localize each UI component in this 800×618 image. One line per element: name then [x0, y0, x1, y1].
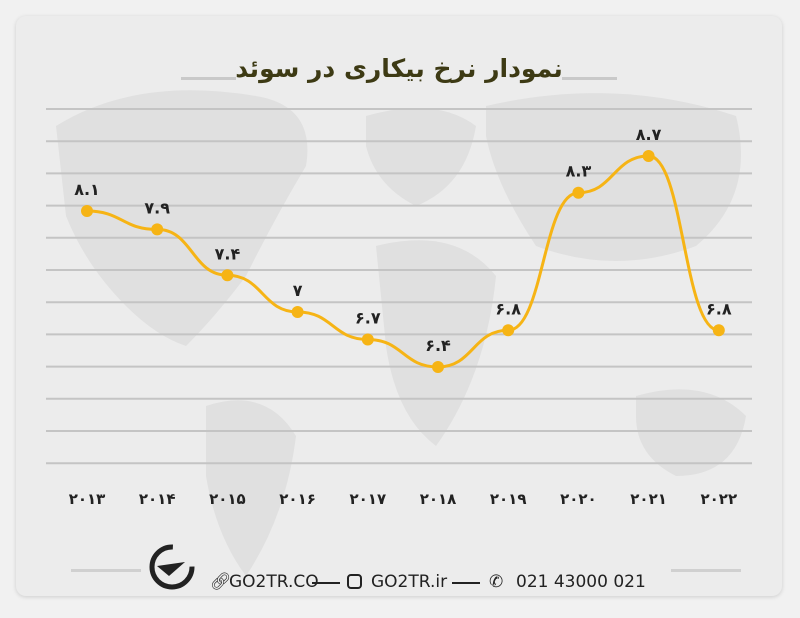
world-map-background	[56, 90, 746, 576]
data-label: ۷.۴	[215, 244, 241, 263]
instagram-handle[interactable]: GO2TR.ir	[371, 572, 448, 592]
footer-separator	[312, 582, 340, 584]
x-tick-label: ۲۰۲۰	[560, 490, 597, 508]
line-chart: ۸.۱ ۲۰۱۳ ۷.۹ ۲۰۱۴ ۷.۴ ۲۰۱۵ ۷ ۲۰۱۶ ۶.۷ ۲۰۱۷ ۶.۴ ۲۰۱۸…	[46, 108, 752, 508]
footer-separator	[452, 582, 480, 584]
data-point	[221, 269, 234, 282]
data-point	[291, 305, 304, 318]
chart-card: نمودار نرخ بیکاری در سوئد ۸.۱ ۲۰۱۳ ۷.۹ ۲۰۱۴…	[16, 16, 782, 596]
footer-rule-right	[671, 569, 741, 572]
phone-icon: ✆	[489, 572, 504, 592]
link-icon: 🔗︎	[210, 572, 232, 592]
title-rule-right	[562, 77, 617, 80]
x-tick-label: ۲۰۱۹	[490, 490, 527, 508]
footer-rule-left	[71, 569, 141, 572]
data-label: ۶.۸	[706, 299, 732, 318]
phone-number[interactable]: 021 43000 021	[516, 572, 646, 592]
data-point	[81, 205, 93, 218]
x-tick-label: ۲۰۱۶	[279, 490, 316, 508]
data-point	[361, 333, 374, 346]
data-label: ۷.۹	[144, 198, 170, 217]
x-tick-label: ۲۰۲۲	[700, 490, 737, 508]
data-point	[151, 223, 164, 236]
x-tick-label: ۲۰۲۱	[630, 490, 667, 508]
data-label: ۸.۳	[566, 162, 592, 181]
data-label: ۶.۸	[495, 299, 521, 318]
data-point	[712, 324, 725, 337]
data-label: ۸.۷	[636, 125, 662, 144]
data-point	[432, 361, 444, 373]
data-point	[502, 324, 515, 337]
x-tick-label: ۲۰۱۳	[69, 490, 106, 508]
chart-title: نمودار نرخ بیکاری در سوئد	[235, 54, 563, 83]
data-label: ۶.۴	[425, 336, 451, 355]
data-label: ۶.۷	[355, 308, 381, 327]
data-point	[572, 186, 585, 199]
data-label: ۷	[293, 281, 303, 300]
data-point	[642, 150, 655, 162]
website-link[interactable]: GO2TR.CO	[229, 572, 319, 592]
x-tick-label: ۲۰۱۵	[209, 490, 246, 508]
x-tick-label: ۲۰۱۴	[139, 490, 176, 508]
title-rule-left	[181, 77, 236, 80]
x-tick-label: ۲۰۱۷	[349, 490, 386, 508]
x-tick-label: ۲۰۱۸	[420, 490, 457, 508]
go2tr-logo	[149, 544, 195, 590]
instagram-icon	[347, 574, 362, 589]
data-label: ۸.۱	[74, 180, 100, 199]
